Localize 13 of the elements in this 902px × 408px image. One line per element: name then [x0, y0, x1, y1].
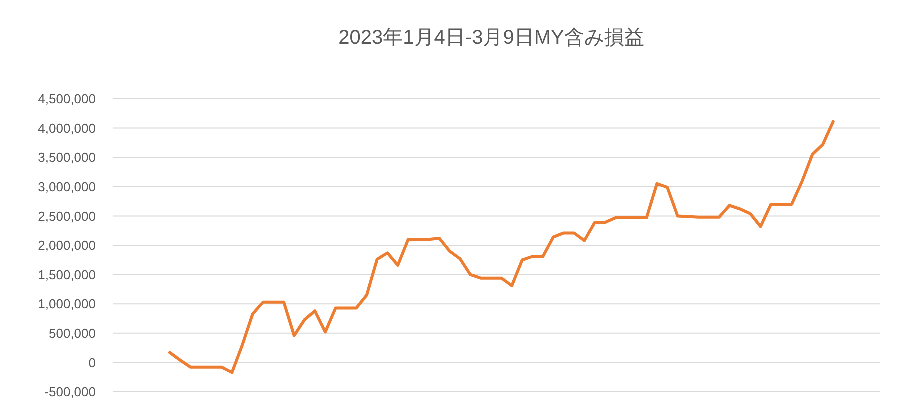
y-tick-label: 0: [88, 355, 96, 370]
y-tick-label: -500,000: [44, 384, 96, 400]
y-tick-label: 3,500,000: [38, 150, 96, 166]
y-tick-label: 4,000,000: [38, 120, 96, 136]
y-tick-label: 3,000,000: [38, 179, 96, 194]
chart-title: 2023年1月4日-3月9日MY含み損益: [338, 27, 644, 49]
line-series: [168, 120, 835, 374]
y-tick-label: 2,500,000: [38, 208, 96, 224]
y-tick-label: 1,500,000: [38, 267, 96, 282]
y-tick-label: 4,500,000: [38, 92, 96, 107]
y-tick-label: 2,000,000: [38, 238, 96, 254]
y-tick-label: 500,000: [49, 326, 96, 341]
y-tick-label: 1,000,000: [38, 296, 96, 312]
